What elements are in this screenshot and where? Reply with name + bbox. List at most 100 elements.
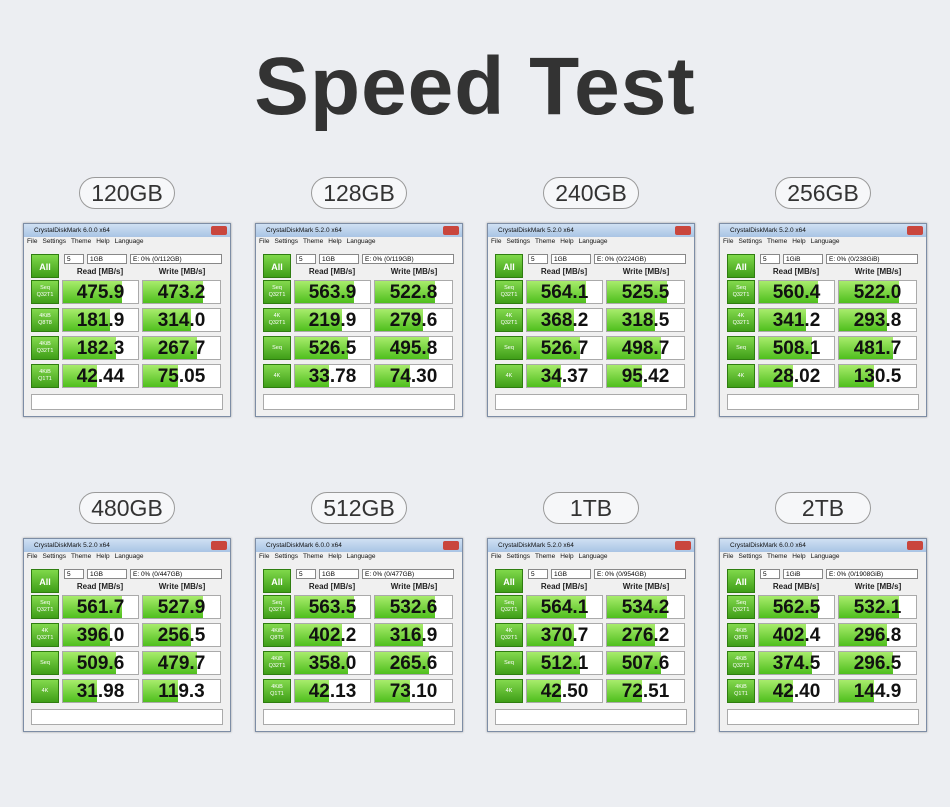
count-select[interactable]: 5 xyxy=(64,254,84,264)
test-button[interactable]: Seq Q32T1 xyxy=(727,280,755,304)
menu-item[interactable]: Settings xyxy=(738,238,762,245)
close-button[interactable] xyxy=(907,541,923,550)
test-button[interactable]: Seq Q32T1 xyxy=(495,595,523,619)
close-button[interactable] xyxy=(211,541,227,550)
count-select[interactable]: 5 xyxy=(528,569,548,579)
size-select[interactable]: 1GB xyxy=(551,254,591,264)
menu-item[interactable]: Theme xyxy=(70,238,92,245)
size-select[interactable]: 1GiB xyxy=(783,569,823,579)
drive-select[interactable]: E: 0% (0/224GB) xyxy=(594,254,686,264)
menu-item[interactable]: Help xyxy=(792,238,806,245)
drive-select[interactable]: E: 0% (0/1908GiB) xyxy=(826,569,918,579)
all-button[interactable]: All xyxy=(495,254,523,278)
close-button[interactable] xyxy=(907,226,923,235)
drive-select[interactable]: E: 0% (0/477GB) xyxy=(362,569,454,579)
count-select[interactable]: 5 xyxy=(760,569,780,579)
menu-item[interactable]: File xyxy=(491,553,502,560)
close-button[interactable] xyxy=(211,226,227,235)
menu-item[interactable]: File xyxy=(259,238,270,245)
menu-item[interactable]: Help xyxy=(328,238,342,245)
test-button[interactable]: 4K Q32T1 xyxy=(263,308,291,332)
test-button[interactable]: 4K xyxy=(727,364,755,388)
test-button[interactable]: 4K xyxy=(495,364,523,388)
menu-item[interactable]: File xyxy=(723,553,734,560)
menu-item[interactable]: Theme xyxy=(70,553,92,560)
menu-item[interactable]: Language xyxy=(346,238,376,245)
menu-item[interactable]: Language xyxy=(810,553,840,560)
test-button[interactable]: Seq Q32T1 xyxy=(31,595,59,619)
test-button[interactable]: Seq Q32T1 xyxy=(495,280,523,304)
menu-item[interactable]: Help xyxy=(792,553,806,560)
all-button[interactable]: All xyxy=(263,569,291,593)
menu-item[interactable]: Language xyxy=(578,238,608,245)
test-button[interactable]: 4K Q32T1 xyxy=(727,308,755,332)
menu-item[interactable]: Help xyxy=(328,553,342,560)
drive-select[interactable]: E: 0% (0/238GiB) xyxy=(826,254,918,264)
test-button[interactable]: 4KiB Q8T8 xyxy=(263,623,291,647)
test-button[interactable]: 4K xyxy=(495,679,523,703)
test-button[interactable]: 4K Q32T1 xyxy=(495,308,523,332)
menu-item[interactable]: Settings xyxy=(42,553,66,560)
test-button[interactable]: 4K xyxy=(31,679,59,703)
test-button[interactable]: Seq Q32T1 xyxy=(263,595,291,619)
menu-item[interactable]: Theme xyxy=(302,238,324,245)
menu-item[interactable]: Help xyxy=(560,238,574,245)
test-button[interactable]: 4KiB Q8T8 xyxy=(727,623,755,647)
test-button[interactable]: 4KiB Q32T1 xyxy=(31,336,59,360)
test-button[interactable]: 4KiB Q1T1 xyxy=(727,679,755,703)
menu-item[interactable]: File xyxy=(27,238,38,245)
test-button[interactable]: 4KiB Q8T8 xyxy=(31,308,59,332)
menu-item[interactable]: Language xyxy=(114,238,144,245)
menu-item[interactable]: File xyxy=(723,238,734,245)
count-select[interactable]: 5 xyxy=(528,254,548,264)
close-button[interactable] xyxy=(675,226,691,235)
drive-select[interactable]: E: 0% (0/119GB) xyxy=(362,254,454,264)
menu-item[interactable]: Help xyxy=(96,553,110,560)
size-select[interactable]: 1GB xyxy=(551,569,591,579)
test-button[interactable]: Seq xyxy=(263,336,291,360)
test-button[interactable]: Seq Q32T1 xyxy=(263,280,291,304)
test-button[interactable]: Seq xyxy=(727,336,755,360)
all-button[interactable]: All xyxy=(727,254,755,278)
menu-item[interactable]: Settings xyxy=(506,553,530,560)
close-button[interactable] xyxy=(443,541,459,550)
test-button[interactable]: Seq Q32T1 xyxy=(31,280,59,304)
test-button[interactable]: Seq xyxy=(495,336,523,360)
count-select[interactable]: 5 xyxy=(760,254,780,264)
count-select[interactable]: 5 xyxy=(296,569,316,579)
menu-item[interactable]: File xyxy=(27,553,38,560)
test-button[interactable]: 4KiB Q32T1 xyxy=(263,651,291,675)
test-button[interactable]: Seq xyxy=(31,651,59,675)
test-button[interactable]: 4KiB Q1T1 xyxy=(263,679,291,703)
size-select[interactable]: 1GiB xyxy=(783,254,823,264)
drive-select[interactable]: E: 0% (0/447GB) xyxy=(130,569,222,579)
test-button[interactable]: 4KiB Q1T1 xyxy=(31,364,59,388)
menu-item[interactable]: Help xyxy=(96,238,110,245)
menu-item[interactable]: Settings xyxy=(506,238,530,245)
menu-item[interactable]: File xyxy=(491,238,502,245)
menu-item[interactable]: Language xyxy=(346,553,376,560)
menu-item[interactable]: Theme xyxy=(766,553,788,560)
count-select[interactable]: 5 xyxy=(64,569,84,579)
test-button[interactable]: 4K Q32T1 xyxy=(495,623,523,647)
menu-item[interactable]: Settings xyxy=(274,238,298,245)
menu-item[interactable]: Settings xyxy=(274,553,298,560)
count-select[interactable]: 5 xyxy=(296,254,316,264)
all-button[interactable]: All xyxy=(727,569,755,593)
close-button[interactable] xyxy=(675,541,691,550)
menu-item[interactable]: Theme xyxy=(302,553,324,560)
test-button[interactable]: 4K xyxy=(263,364,291,388)
menu-item[interactable]: Language xyxy=(578,553,608,560)
menu-item[interactable]: Theme xyxy=(766,238,788,245)
menu-item[interactable]: Settings xyxy=(42,238,66,245)
size-select[interactable]: 1GB xyxy=(319,254,359,264)
size-select[interactable]: 1GB xyxy=(319,569,359,579)
menu-item[interactable]: Language xyxy=(810,238,840,245)
test-button[interactable]: Seq Q32T1 xyxy=(727,595,755,619)
all-button[interactable]: All xyxy=(495,569,523,593)
menu-item[interactable]: Help xyxy=(560,553,574,560)
test-button[interactable]: Seq xyxy=(495,651,523,675)
drive-select[interactable]: E: 0% (0/954GB) xyxy=(594,569,686,579)
all-button[interactable]: All xyxy=(263,254,291,278)
menu-item[interactable]: Language xyxy=(114,553,144,560)
